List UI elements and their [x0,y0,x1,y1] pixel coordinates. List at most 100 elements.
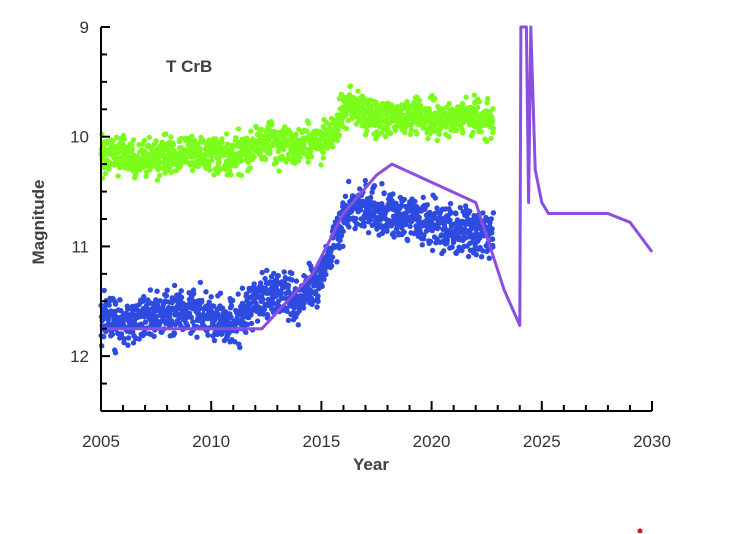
x-tick-label: 2015 [302,432,340,451]
y-tick-label: 9 [80,18,89,37]
blue-point [140,298,147,304]
blue-point [106,302,112,308]
green-point [408,127,414,133]
blue-point [488,216,494,222]
green-point [170,142,176,148]
green-point [132,172,139,178]
green-point [293,131,299,137]
green-point [320,155,327,161]
blue-point [142,330,148,337]
green-point [347,83,354,89]
green-point [247,165,254,171]
green-point [318,162,324,168]
blue-point [285,282,292,288]
blue-point [142,319,149,325]
blue-point [235,291,241,297]
blue-point [259,269,265,276]
blue-point [191,290,197,297]
blue-point [285,317,292,323]
blue-point [490,210,497,216]
blue-point [442,225,448,231]
green-point [336,132,343,138]
red-dot-marker [637,528,643,534]
green-point [369,103,375,109]
blue-point [117,297,123,303]
blue-point [448,210,454,216]
green-point [384,125,391,131]
blue-point [357,207,364,213]
green-point [446,100,452,107]
blue-point [401,196,407,203]
blue-point [217,290,224,296]
green-point [168,134,174,140]
model-line-series [101,25,654,331]
green-point [189,133,195,139]
blue-point [319,283,325,289]
green-point [490,129,496,136]
green-point [392,127,399,134]
blue-point [121,339,127,346]
blue-point [309,298,315,304]
blue-point [239,285,246,291]
blue-point [404,237,411,244]
green-point [106,166,112,172]
blue-point [163,293,170,299]
blue-point [296,308,302,314]
blue-point [441,248,447,254]
blue-point [352,225,358,232]
blue-point [379,181,385,187]
green-point [141,137,148,144]
green-point [157,172,163,178]
blue-point [429,247,436,254]
green-point [330,144,336,150]
green-point [258,126,264,133]
blue-point [472,234,478,241]
blue-point [489,230,495,236]
green-point [460,130,466,136]
green-point [248,128,254,134]
green-point [436,131,442,137]
blue-point [346,178,352,185]
blue-point [421,232,427,238]
blue-point [444,237,451,243]
blue-point [121,336,127,342]
green-point [320,149,326,156]
green-point [102,170,109,177]
x-tick-label: 2030 [633,432,671,451]
blue-point [420,194,426,201]
blue-point [293,278,300,284]
green-point [168,169,175,175]
blue-point [208,294,214,300]
green-point [488,135,494,142]
blue-point [427,238,434,245]
blue-point [211,337,218,344]
blue-point [393,226,400,232]
green-point [254,125,260,131]
green-point [343,126,350,132]
green-point [272,129,278,135]
blue-point [264,290,271,296]
blue-point [323,271,329,278]
green-point [334,137,341,144]
green-point [308,153,315,160]
blue-point [109,331,116,338]
blue-point [237,344,243,351]
green-point [219,139,225,145]
blue-point [480,210,486,216]
blue-point [195,309,201,316]
green-point [364,128,370,134]
green-point [489,117,496,123]
green-point [302,145,308,151]
blue-point [278,289,284,295]
blue-point [457,204,463,211]
green-point [485,95,491,102]
model-line [101,25,654,331]
blue-point [248,320,255,327]
blue-point [199,297,205,304]
green-series [98,83,496,183]
blue-point [169,318,175,324]
blue-point [395,218,401,225]
green-point [374,132,381,139]
blue-point [229,297,236,304]
blue-point [289,270,295,276]
